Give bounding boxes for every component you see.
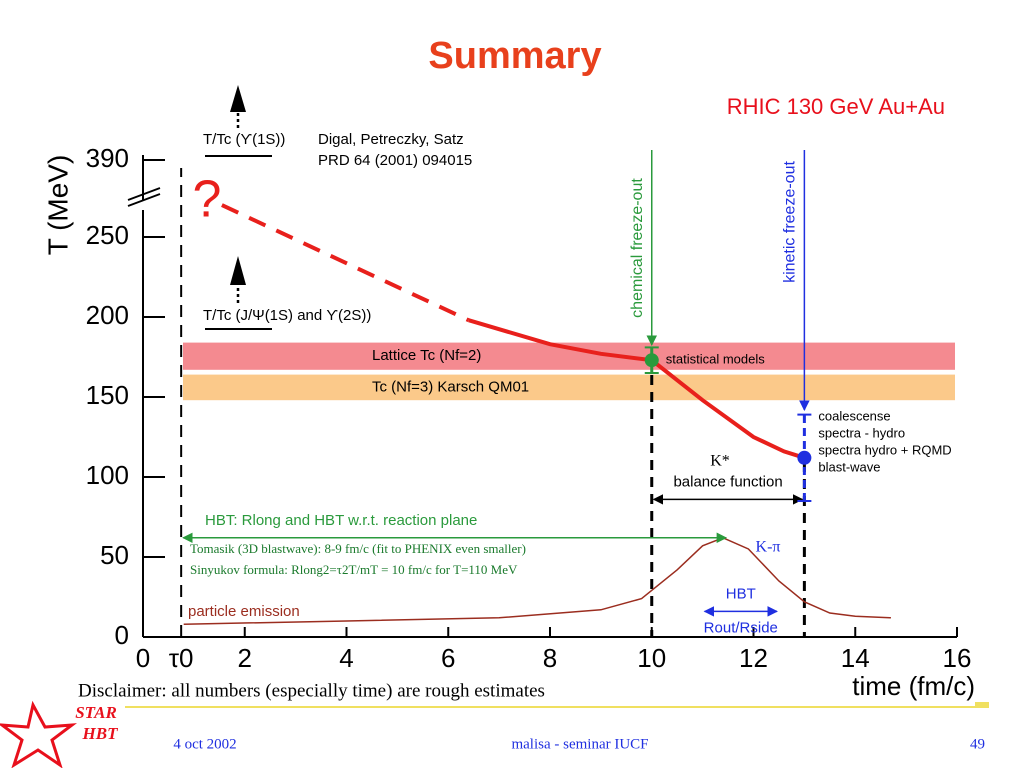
point-label: spectra hydro + RQMD (818, 442, 951, 457)
annotation: ? (193, 171, 222, 229)
x-tick-label: 4 (339, 643, 353, 673)
band-label: Lattice Tc (Nf=2) (372, 347, 481, 364)
disclaimer: Disclaimer: all numbers (especially time… (78, 680, 545, 701)
y-axis-label: T (MeV) (42, 155, 73, 256)
x-tick-label: 12 (739, 643, 768, 673)
band-label: Tc (Nf=3) Karsch QM01 (372, 378, 529, 395)
x-tick-label: 8 (543, 643, 557, 673)
data-point (644, 353, 659, 368)
point-label: coalescense (818, 408, 890, 423)
data-point (797, 450, 812, 465)
span-label: HBT: Rlong and HBT w.r.t. reaction plane (205, 512, 477, 529)
footer-date: 4 oct 2002 (173, 736, 236, 752)
annotation: Tomasik (3D blastwave): 8-9 fm/c (fit to… (190, 541, 526, 556)
y-tick-label: 200 (86, 300, 129, 330)
annotation: PRD 64 (2001) 094015 (318, 152, 472, 169)
annotation: T/Tc (J/Ψ(1S) and ϒ(2S)) (203, 307, 371, 324)
x-tick-label: 14 (841, 643, 870, 673)
y-tick-label: 50 (100, 540, 129, 570)
point-label: blast-wave (818, 459, 880, 474)
y-tick-label: 250 (86, 220, 129, 250)
freeze-out-label: kinetic freeze-out (782, 161, 799, 283)
y-tick-label: 0 (115, 620, 129, 650)
freeze-out-label: chemical freeze-out (629, 178, 646, 318)
curve (468, 318, 805, 460)
x-tick-label: 10 (637, 643, 666, 673)
logo-star (0, 700, 77, 768)
arrow-head (230, 85, 246, 112)
y-tick-label: 100 (86, 460, 129, 490)
footer-center: malisa - seminar IUCF (511, 736, 648, 752)
logo-text: HBT (82, 724, 119, 743)
band (183, 374, 955, 401)
x-axis-label: time (fm/c) (852, 671, 975, 701)
point-label: statistical models (666, 351, 765, 366)
y-tick-label: 150 (86, 380, 129, 410)
annotation: K-π (756, 539, 781, 556)
point-label: spectra - hydro (818, 425, 905, 440)
x-tick-label: 6 (441, 643, 455, 673)
logo-text: STAR (75, 703, 117, 722)
curve (221, 203, 470, 323)
annotation: K* (710, 453, 730, 470)
footer-mark (975, 702, 989, 708)
x-tick-label: 0 (136, 643, 150, 673)
title: Summary (428, 35, 601, 77)
arrow-head (230, 256, 246, 285)
span-label: Rout/Rside (704, 619, 778, 636)
x-tick-label: 2 (238, 643, 252, 673)
annotation: Digal, Petreczky, Satz (318, 131, 464, 148)
y-tick-label: 390 (86, 143, 129, 173)
x-tick-label: τ0 (169, 643, 194, 673)
x-tick-label: 16 (943, 643, 972, 673)
footer-page: 49 (970, 736, 985, 752)
annotation: T/Tc (ϒ(1S)) (203, 131, 285, 148)
axis-break (127, 187, 161, 201)
annotation: Sinyukov formula: Rlong2=τ2T/mT = 10 fm/… (190, 562, 518, 577)
subtitle: RHIC 130 GeV Au+Au (727, 94, 945, 119)
span-label: balance function (673, 473, 782, 490)
span-label: HBT (726, 585, 756, 602)
axis-break (127, 193, 161, 207)
annotation: particle emission (188, 603, 300, 620)
